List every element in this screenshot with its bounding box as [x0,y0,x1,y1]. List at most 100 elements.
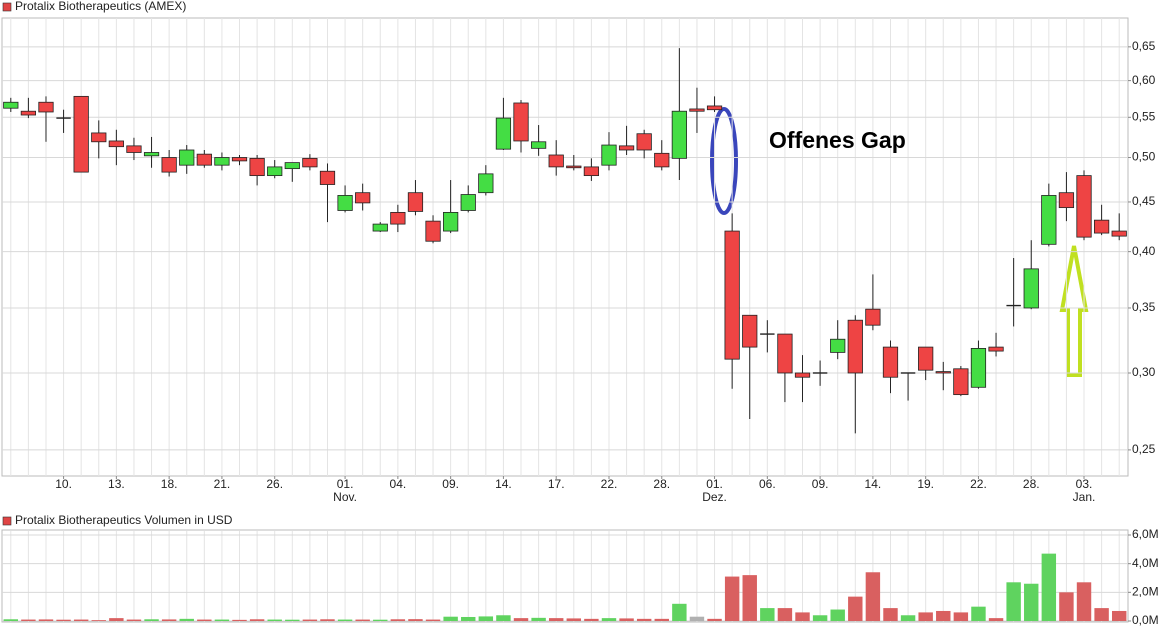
volume-bar [953,612,969,621]
y-tick-label: 4,0M [1132,556,1159,570]
candle-body [161,157,177,173]
volume-bar [109,618,124,621]
y-tick-label: 0,65 [1132,39,1156,53]
volume-bar [619,618,634,621]
volume-bar [900,615,916,621]
candle-body [636,133,652,151]
x-tick-label: 03. [1076,477,1093,491]
y-tick-label: 0,30 [1132,365,1156,379]
candle-body [495,117,512,150]
x-tick-label: 17. [548,477,565,491]
candle-body [267,166,283,177]
x-tick-label: 21. [214,477,231,491]
y-tick-label: 0,25 [1132,442,1156,456]
x-month-label: Nov. [333,490,357,504]
x-tick-label: 13. [108,477,125,491]
volume-bar [320,619,335,621]
candle-body [126,145,142,153]
legend-swatch [2,2,12,12]
volume-bar [1041,553,1057,621]
candle-body [460,194,476,211]
volume-bar [73,619,89,621]
candle-body [91,132,107,143]
y-tick-label: 0,60 [1132,73,1156,87]
candle-body [38,101,54,113]
candle-body [918,346,934,371]
price-panel [1,17,1129,477]
volume-bar [302,619,318,621]
volume-bar [795,612,810,621]
candle-body [214,157,230,166]
x-tick-label: 14. [495,477,512,491]
candle-body [1076,175,1092,238]
volume-bar [531,617,546,621]
volume-bar [478,616,494,621]
y-tick-label: 0,50 [1132,150,1156,164]
candle-body [1111,230,1127,237]
volume-bar [91,620,106,621]
x-tick-label: 28. [1023,477,1040,491]
candle-body [478,173,494,194]
volume-bar [408,619,423,621]
candle-body [830,338,846,353]
volume-panel [1,529,1129,623]
volume-bar [1024,583,1039,621]
x-month-label: Dez. [702,490,727,504]
x-tick-label: 22. [970,477,987,491]
candle-body [953,368,969,396]
x-tick-label: 19. [917,477,934,491]
volume-bar [689,616,705,621]
volume-bar [812,615,828,621]
candle-body [143,152,160,157]
volume-bar [566,618,582,621]
x-tick-label: 26. [266,477,283,491]
volume-bar [971,606,986,621]
candle-body [742,314,758,348]
candle-body [1023,268,1039,309]
candle-body [196,153,212,166]
volume-bar [337,619,353,621]
y-tick-label: 2,0M [1132,585,1159,599]
volume-bar [161,619,177,621]
volume-bar [1076,582,1092,621]
volume-bar [373,619,388,621]
volume-bar [232,619,247,621]
candle-body [355,192,371,204]
volume-bar [249,619,265,621]
candle-body [249,157,265,177]
up-arrow [1059,245,1089,377]
candle-body [654,152,670,168]
volume-bar [848,596,863,621]
volume-bar [742,575,757,621]
volume-bar [461,616,476,621]
candle-body [3,101,19,109]
x-month-label: Jan. [1073,490,1096,504]
candle-body [284,162,300,170]
x-tick-label: 22. [601,477,618,491]
candle-body [73,95,89,173]
candle-body [583,166,600,177]
volume-bar [496,615,511,621]
candle-body [425,220,441,242]
candle-body [794,372,811,378]
volume-bar [1059,592,1074,621]
volume-bar [267,619,282,621]
candle-body [671,110,687,159]
candle-body [513,102,529,142]
volume-bar [144,619,159,621]
candle-body [337,195,353,211]
volume-bar [443,616,458,621]
volume-bar [830,609,845,621]
candle-body [988,346,1004,352]
volume-bar [918,612,933,621]
candle-body [566,165,582,169]
candle-body [618,145,635,151]
candle-body [935,371,951,374]
x-tick-label: 18. [161,477,178,491]
volume-bar [724,576,740,621]
x-tick-label: 14. [865,477,882,491]
candle-body [443,211,459,232]
volume-bar [760,608,775,621]
candle-body [372,223,388,232]
